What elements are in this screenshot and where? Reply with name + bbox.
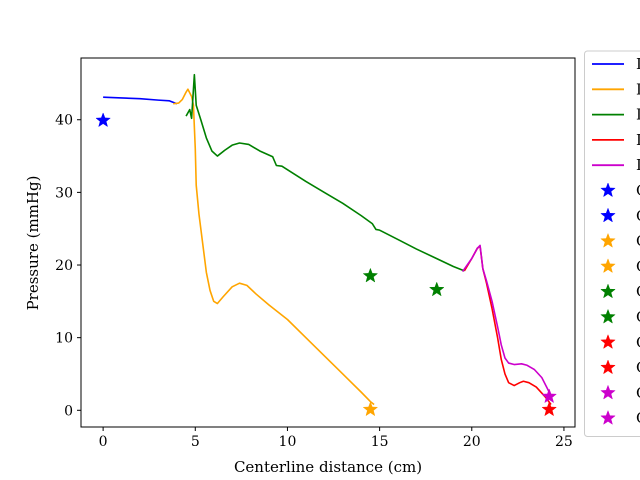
y-axis-label: Pressure (mmHg) <box>24 176 42 311</box>
legend-star-swatch <box>600 283 616 299</box>
series-line-3 <box>185 73 465 272</box>
legend-star-swatch <box>600 334 616 349</box>
legend-label: I <box>636 131 640 149</box>
y-tick-label: 20 <box>55 258 73 274</box>
series-line-1 <box>103 96 178 105</box>
legend-label: C <box>636 308 640 326</box>
x-tick-label: 15 <box>371 434 389 450</box>
legend-label: C <box>636 409 640 427</box>
star-marker-5 <box>541 401 558 417</box>
series-group <box>103 73 552 406</box>
x-tick-label: 5 <box>191 434 200 450</box>
star-marker-2 <box>362 401 379 417</box>
x-tick-label: 25 <box>555 434 573 450</box>
legend-label: I <box>636 80 640 98</box>
legend-label: I <box>636 106 640 124</box>
legend-star-swatch <box>600 308 616 324</box>
legend-label: I <box>636 156 640 174</box>
legend-star-swatch <box>600 409 616 425</box>
legend-label: C <box>636 257 640 275</box>
legend-star-swatch <box>600 258 616 274</box>
legend-label: C <box>636 232 640 250</box>
series-line-5 <box>461 244 552 397</box>
legend-label: C <box>636 333 640 351</box>
x-tick-label: 10 <box>279 434 297 450</box>
star-marker-3 <box>362 267 379 283</box>
legend-star-swatch <box>600 207 616 223</box>
x-axis-label: Centerline distance (cm) <box>234 458 422 476</box>
star-marker-6 <box>541 388 558 404</box>
legend-label: C <box>636 182 640 200</box>
legend-label: C <box>636 207 640 225</box>
y-tick-label: 40 <box>55 113 73 129</box>
series-line-2 <box>173 88 375 406</box>
y-tick-label: 30 <box>55 185 73 201</box>
legend: IIIIICCCCCCCCCC <box>584 50 640 437</box>
legend-star-swatch <box>600 384 616 400</box>
legend-label: I <box>636 55 640 73</box>
axes: Centerline distance (cm) Pressure (mmHg)… <box>24 57 576 476</box>
star-marker-1 <box>95 112 111 128</box>
y-tick-label: 0 <box>64 403 73 419</box>
legend-label: C <box>636 283 640 301</box>
legend-star-swatch <box>600 232 616 248</box>
legend-box <box>584 50 640 437</box>
series-line-4 <box>463 245 552 405</box>
legend-star-swatch <box>600 182 616 198</box>
x-tick-label: 20 <box>463 434 481 450</box>
legend-label: C <box>636 359 640 377</box>
star-marker-4 <box>428 281 445 297</box>
y-tick-label: 10 <box>55 331 73 347</box>
legend-star-swatch <box>600 359 616 375</box>
plot-frame <box>80 57 576 428</box>
x-tick-label: 0 <box>99 434 108 450</box>
plot-area <box>95 73 558 417</box>
legend-label: C <box>636 384 640 402</box>
